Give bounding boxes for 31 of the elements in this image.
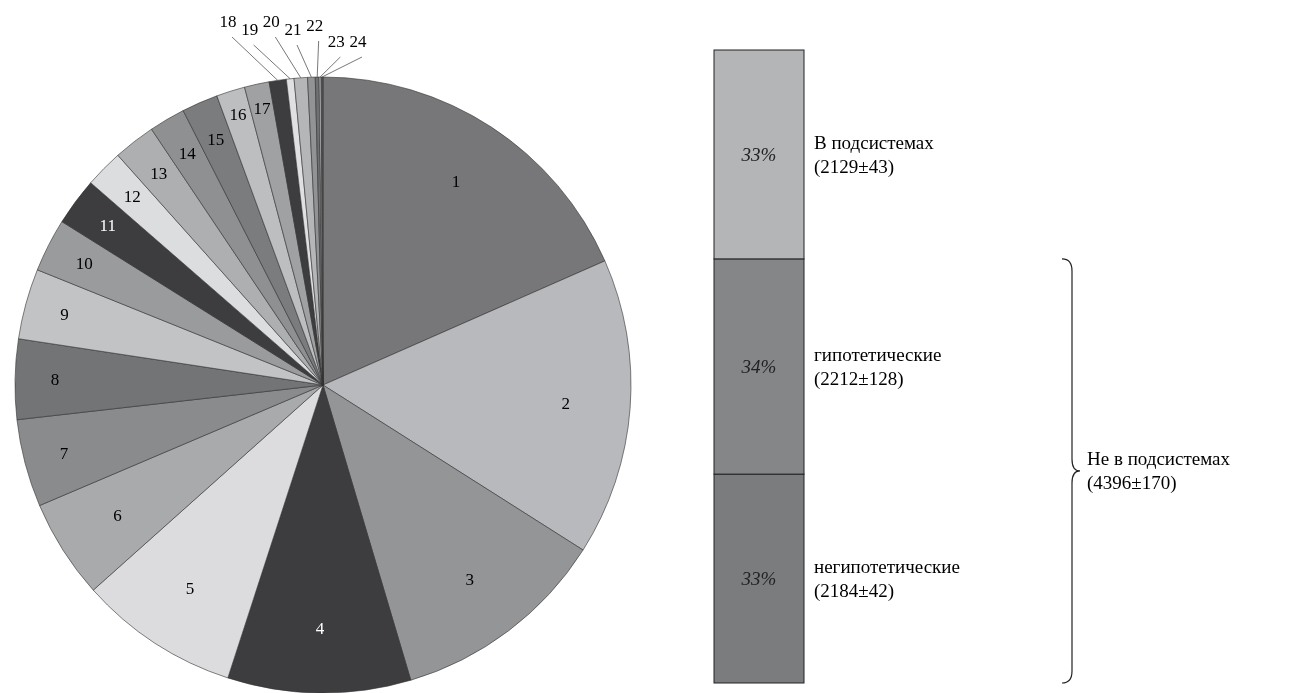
slice-label: 8 bbox=[50, 370, 60, 390]
slice-label: 24 bbox=[349, 32, 367, 51]
slice-label: 3 bbox=[465, 569, 474, 589]
slice-label: 6 bbox=[113, 505, 122, 525]
slice-label: 21 bbox=[284, 20, 302, 39]
slice-label: 22 bbox=[306, 16, 324, 35]
slice-label: 17 bbox=[253, 98, 272, 118]
slice-label: 23 bbox=[327, 32, 345, 51]
slice-label: 1 bbox=[451, 171, 461, 191]
slice-label: 16 bbox=[229, 105, 247, 125]
slice-label: 15 bbox=[207, 129, 225, 149]
slice-label: 7 bbox=[59, 443, 69, 463]
slice-label: 9 bbox=[60, 304, 69, 324]
slice-label: 14 bbox=[178, 144, 197, 164]
slice-label: 5 bbox=[185, 579, 195, 599]
data-label: 34% bbox=[740, 356, 777, 377]
series-label: негипотетические (2184±42) bbox=[814, 556, 960, 603]
series-label: гипотетические (2212±128) bbox=[814, 344, 942, 390]
data-label: 33% bbox=[740, 143, 777, 165]
slice-label: 4 bbox=[315, 618, 325, 638]
text: Не в подсистемах (4396±170) bbox=[1087, 447, 1231, 494]
slice-label: 12 bbox=[123, 187, 141, 207]
slice-label: 10 bbox=[75, 253, 93, 273]
slice-label: 20 bbox=[262, 12, 280, 31]
data-label: 33% bbox=[740, 568, 777, 590]
slice-label: 19 bbox=[241, 20, 259, 39]
series-label: В подсистемах (2129±43) bbox=[814, 131, 935, 178]
slice-label: 13 bbox=[150, 163, 168, 183]
slice-label: 2 bbox=[561, 393, 570, 413]
slice-label: 11 bbox=[99, 215, 116, 235]
slice-label: 18 bbox=[219, 12, 237, 31]
